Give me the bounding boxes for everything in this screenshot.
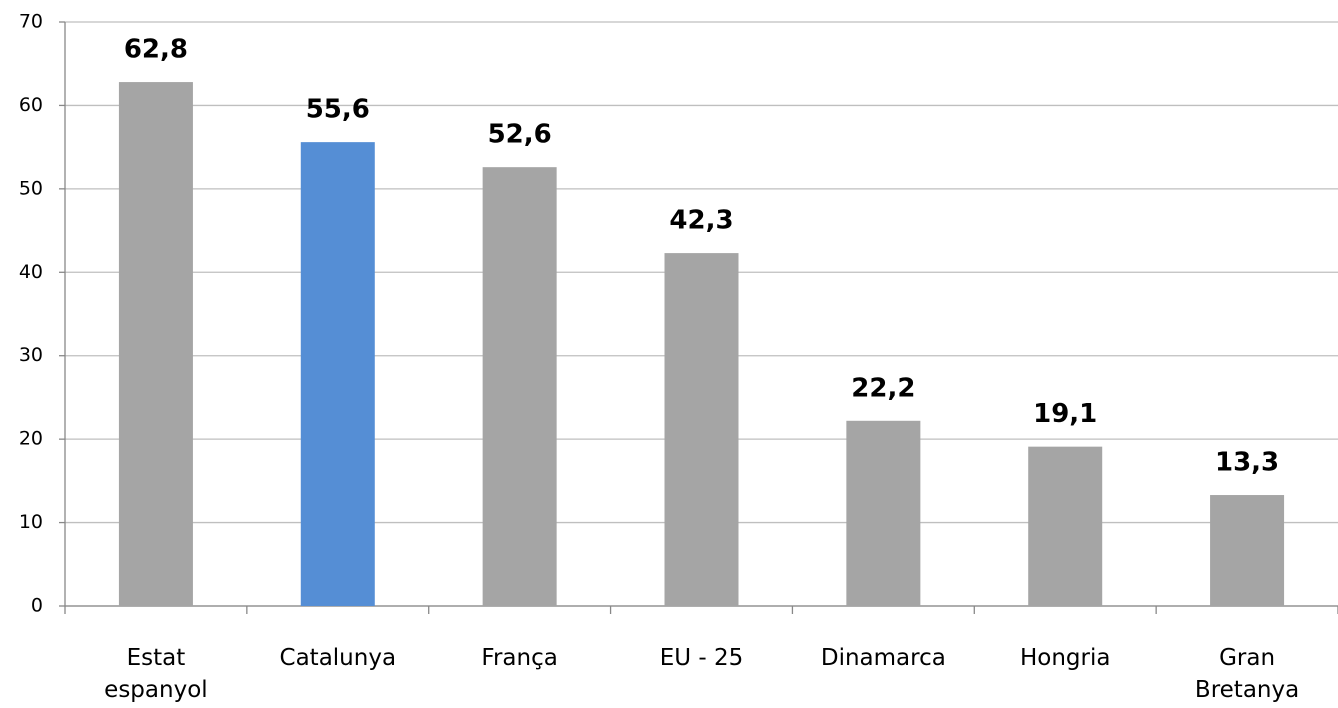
- y-tick-label: 50: [19, 177, 43, 199]
- x-tick-label: Dinamarca: [820, 645, 946, 671]
- value-label: 19,1: [1033, 399, 1097, 429]
- x-tick-label: Catalunya: [279, 645, 397, 671]
- y-tick-label: 60: [19, 94, 43, 116]
- bar: [664, 253, 739, 606]
- bar: [846, 420, 921, 606]
- x-tick-label: França: [481, 645, 558, 671]
- y-tick-label: 20: [19, 428, 43, 450]
- bar: [300, 142, 375, 606]
- value-label: 62,8: [124, 35, 188, 65]
- y-tick-label: 40: [19, 261, 43, 283]
- x-tick-label: EU - 25: [659, 645, 744, 671]
- value-label: 55,6: [306, 95, 370, 125]
- x-tick-label: Estat espanyol: [104, 645, 208, 703]
- x-tick-label: Gran Bretanya: [1194, 645, 1300, 703]
- y-tick-label: 70: [19, 11, 43, 33]
- bar: [1028, 446, 1103, 606]
- value-label: 52,6: [488, 120, 552, 150]
- value-label: 42,3: [669, 206, 733, 236]
- y-tick-label: 30: [19, 344, 43, 366]
- y-tick-label: 0: [31, 595, 43, 617]
- bar: [118, 82, 193, 606]
- value-label: 22,2: [851, 373, 915, 403]
- x-tick-label: Hongria: [1019, 645, 1111, 671]
- y-tick-label: 10: [19, 511, 43, 533]
- value-label: 13,3: [1215, 448, 1279, 478]
- bar: [482, 167, 557, 606]
- bar: [1210, 495, 1285, 606]
